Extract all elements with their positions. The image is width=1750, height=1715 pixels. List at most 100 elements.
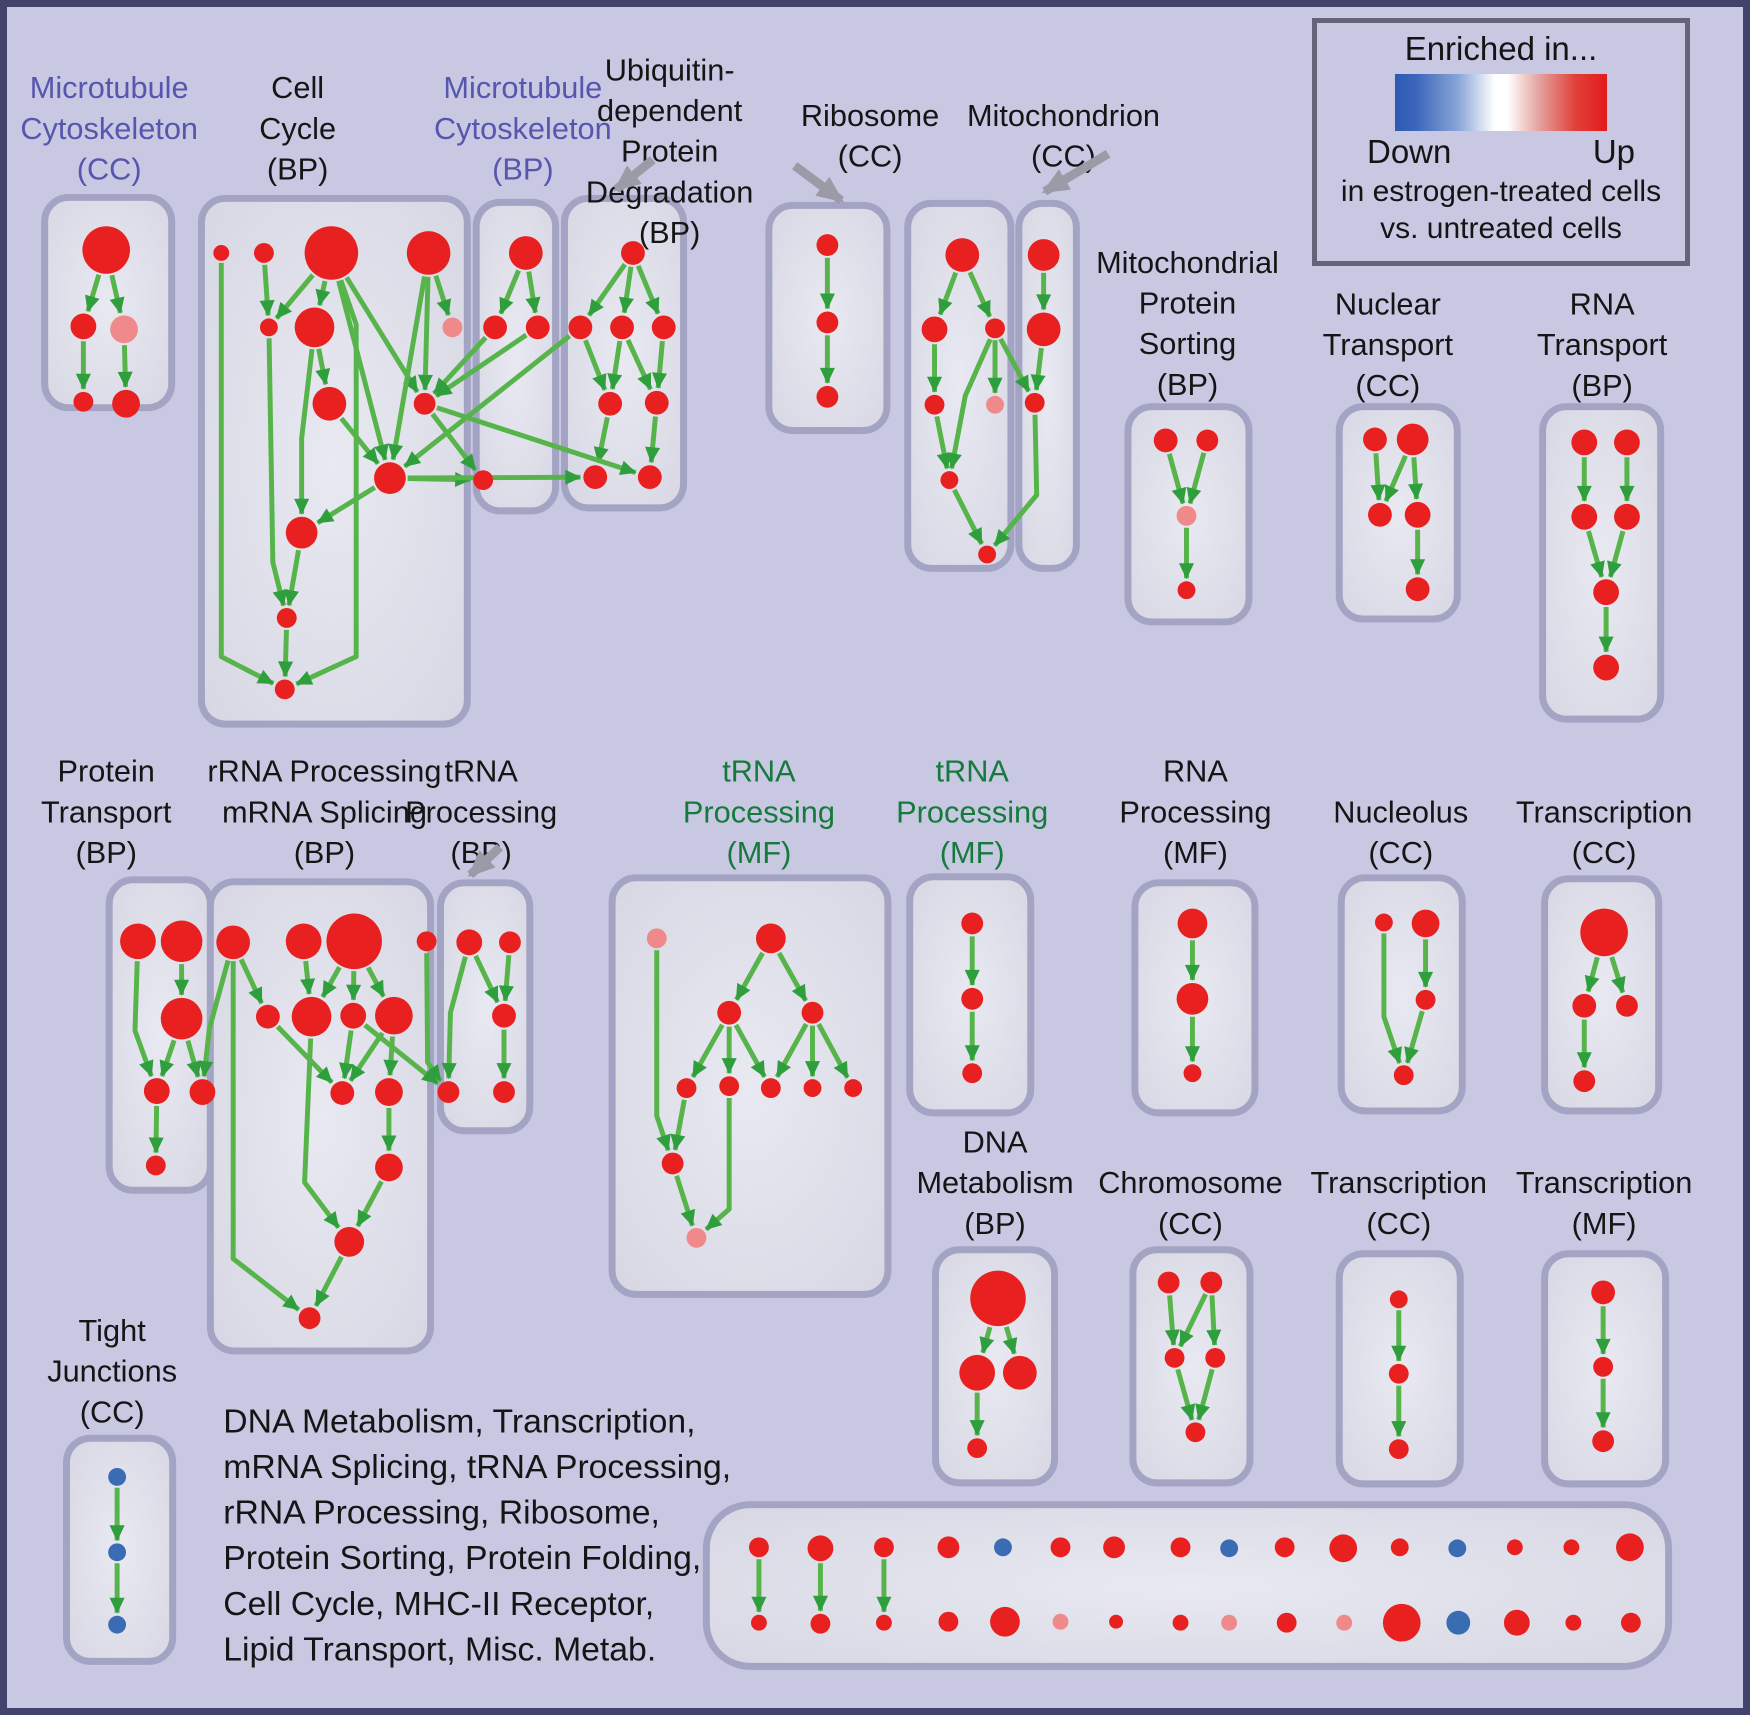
trna-mf-1-node-5: [719, 1076, 740, 1097]
transcription-cc-1-node-2: [1616, 994, 1638, 1017]
tight-junctions-label-line-0: Tight: [79, 1313, 147, 1348]
microtubule-bp-node-0: [508, 236, 543, 270]
rna-transport-node-5: [1593, 654, 1619, 681]
cell-cycle-edge-1: [259, 264, 275, 317]
transcription-cc-1-edge-0: [1584, 956, 1600, 993]
trna-mf-1-label-line-2: (MF): [727, 835, 792, 870]
cell-cycle-node-0: [213, 245, 230, 261]
nucleolus-edge-0: [1381, 933, 1402, 1064]
rrna-node-2: [326, 913, 382, 970]
trna-mf-1-edge-10: [704, 1098, 732, 1232]
protein-transport-node-3: [143, 1078, 170, 1104]
rrna-node-11: [334, 1226, 365, 1257]
ribosome-edge-4: [946, 338, 993, 470]
mitochondrion-node-1: [1026, 312, 1061, 347]
ubiquitin-label-line-3: Degradation: [586, 174, 753, 209]
nucleolus-box: [1337, 874, 1466, 1115]
cell-cycle-edge-11: [315, 348, 331, 386]
microtubule-cc-edge-0: [85, 273, 102, 313]
mito-sorting-label-line-3: (BP): [1157, 367, 1218, 402]
rrna-edge-13: [313, 1255, 344, 1308]
trna-bp-node-4: [493, 1081, 515, 1103]
rrna-node-8: [330, 1081, 355, 1105]
summary-node-23: [1172, 1614, 1189, 1631]
transcription-cc-1-node-3: [1573, 1070, 1596, 1093]
mitochondrion-node-2: [1024, 392, 1045, 413]
ubiquitin-edge-5: [625, 338, 653, 391]
cell-cycle-node-3: [406, 231, 451, 275]
summary-node-13: [1506, 1539, 1523, 1556]
dna-metabolism-node-2: [1002, 1355, 1037, 1390]
rna-transport-label-line-2: (BP): [1571, 368, 1632, 403]
trna-bp-node-1: [499, 931, 521, 954]
rna-transport-label-line-0: RNA: [1570, 286, 1635, 321]
tight-junctions-node-0: [108, 1467, 127, 1486]
summary-node-21: [1052, 1613, 1069, 1630]
rrna-edge-8: [348, 1031, 385, 1083]
cell-cycle-label-line-0: Cell: [271, 70, 324, 105]
trna-mf-1-edge-1: [776, 951, 808, 1002]
ubiquitin-2-node-0: [816, 234, 839, 256]
ribosome-node-1: [921, 316, 948, 343]
ubiquitin-node-7: [637, 465, 662, 490]
transcription-cc-1-label-line-1: (CC): [1572, 835, 1637, 870]
nuclear-transport-node-1: [1396, 423, 1429, 456]
trna-mf-1-edge-7: [816, 1022, 850, 1079]
summary-node-6: [1103, 1536, 1125, 1559]
edges-layer: [75, 257, 1635, 1614]
ribosome-node-0: [945, 238, 980, 272]
mito-sorting-node-0: [1153, 428, 1178, 453]
trna-mf-1-node-6: [760, 1078, 781, 1099]
nucleolus-label-line-1: (CC): [1368, 835, 1433, 870]
trna-mf-1-edge-0: [734, 951, 765, 1001]
cross-edge-8: [992, 414, 1040, 547]
protein-transport-node-2: [160, 997, 203, 1040]
summary-node-28: [1446, 1610, 1471, 1635]
ribosome-edge-1: [967, 271, 993, 318]
cell-cycle-edge-6: [295, 279, 359, 687]
summary-node-30: [1565, 1614, 1582, 1631]
misc-categories-note-line-1: mRNA Splicing, tRNA Processing,: [223, 1448, 731, 1486]
nuclear-transport-edge-2: [1408, 457, 1424, 500]
rrna-node-1: [285, 923, 322, 960]
rrna-node-12: [298, 1307, 321, 1330]
protein-transport-label-line-1: Transport: [41, 794, 172, 829]
rrna-edge-0: [238, 958, 264, 1005]
summary-box: [702, 1501, 1673, 1670]
microtubule-cc-label-line-0: Microtubule: [30, 70, 189, 105]
cell-cycle-node-4: [259, 318, 278, 337]
trna-mf-2-node-0: [961, 912, 984, 935]
microtubule-cc-node-0: [82, 226, 131, 274]
trna-bp-node-2: [492, 1003, 516, 1028]
summary-node-1: [807, 1535, 834, 1562]
ubiquitin-edge-4: [607, 340, 623, 390]
rna-proc-mf-node-2: [1183, 1064, 1202, 1083]
nuclear-transport-edge-1: [1383, 454, 1408, 503]
legend-gradient-bar: [1395, 74, 1607, 131]
nodes-layer: [70, 226, 1644, 1642]
trna-mf-2-node-1: [961, 987, 984, 1010]
mito-sorting-label-line-0: Mitochondrial: [1096, 245, 1279, 280]
summary-node-7: [1170, 1537, 1191, 1558]
chromosome-box: [1129, 1246, 1254, 1487]
dna-metabolism-edge-1: [1002, 1326, 1018, 1355]
rrna-edge-9: [383, 1036, 399, 1077]
summary-node-8: [1220, 1539, 1239, 1558]
trna-mf-2-node-2: [962, 1063, 983, 1084]
transcription-mf-label-line-0: Transcription: [1516, 1165, 1693, 1200]
rna-transport-label-line-1: Transport: [1537, 327, 1668, 362]
transcription-cc-2-node-0: [1389, 1290, 1408, 1309]
legend-caption-1: in estrogen-treated cells: [1340, 175, 1662, 208]
chromosome-label-line-0: Chromosome: [1098, 1165, 1282, 1200]
trna-mf-1-label-line-0: tRNA: [722, 754, 796, 789]
ubiquitin-edge-7: [593, 416, 610, 464]
tight-junctions-label-line-2: (CC): [80, 1394, 145, 1429]
chromosome-edge-2: [1206, 1295, 1222, 1346]
cross-edge-1: [434, 333, 528, 399]
rrna-label-line-1: mRNA Splicing: [222, 794, 427, 829]
transcription-mf-node-2: [1592, 1430, 1615, 1453]
nuclear-transport-node-2: [1368, 502, 1392, 527]
rna-transport-node-3: [1614, 503, 1640, 530]
mitochondrion-node-0: [1027, 239, 1060, 271]
cell-cycle-edge-5: [336, 280, 389, 461]
